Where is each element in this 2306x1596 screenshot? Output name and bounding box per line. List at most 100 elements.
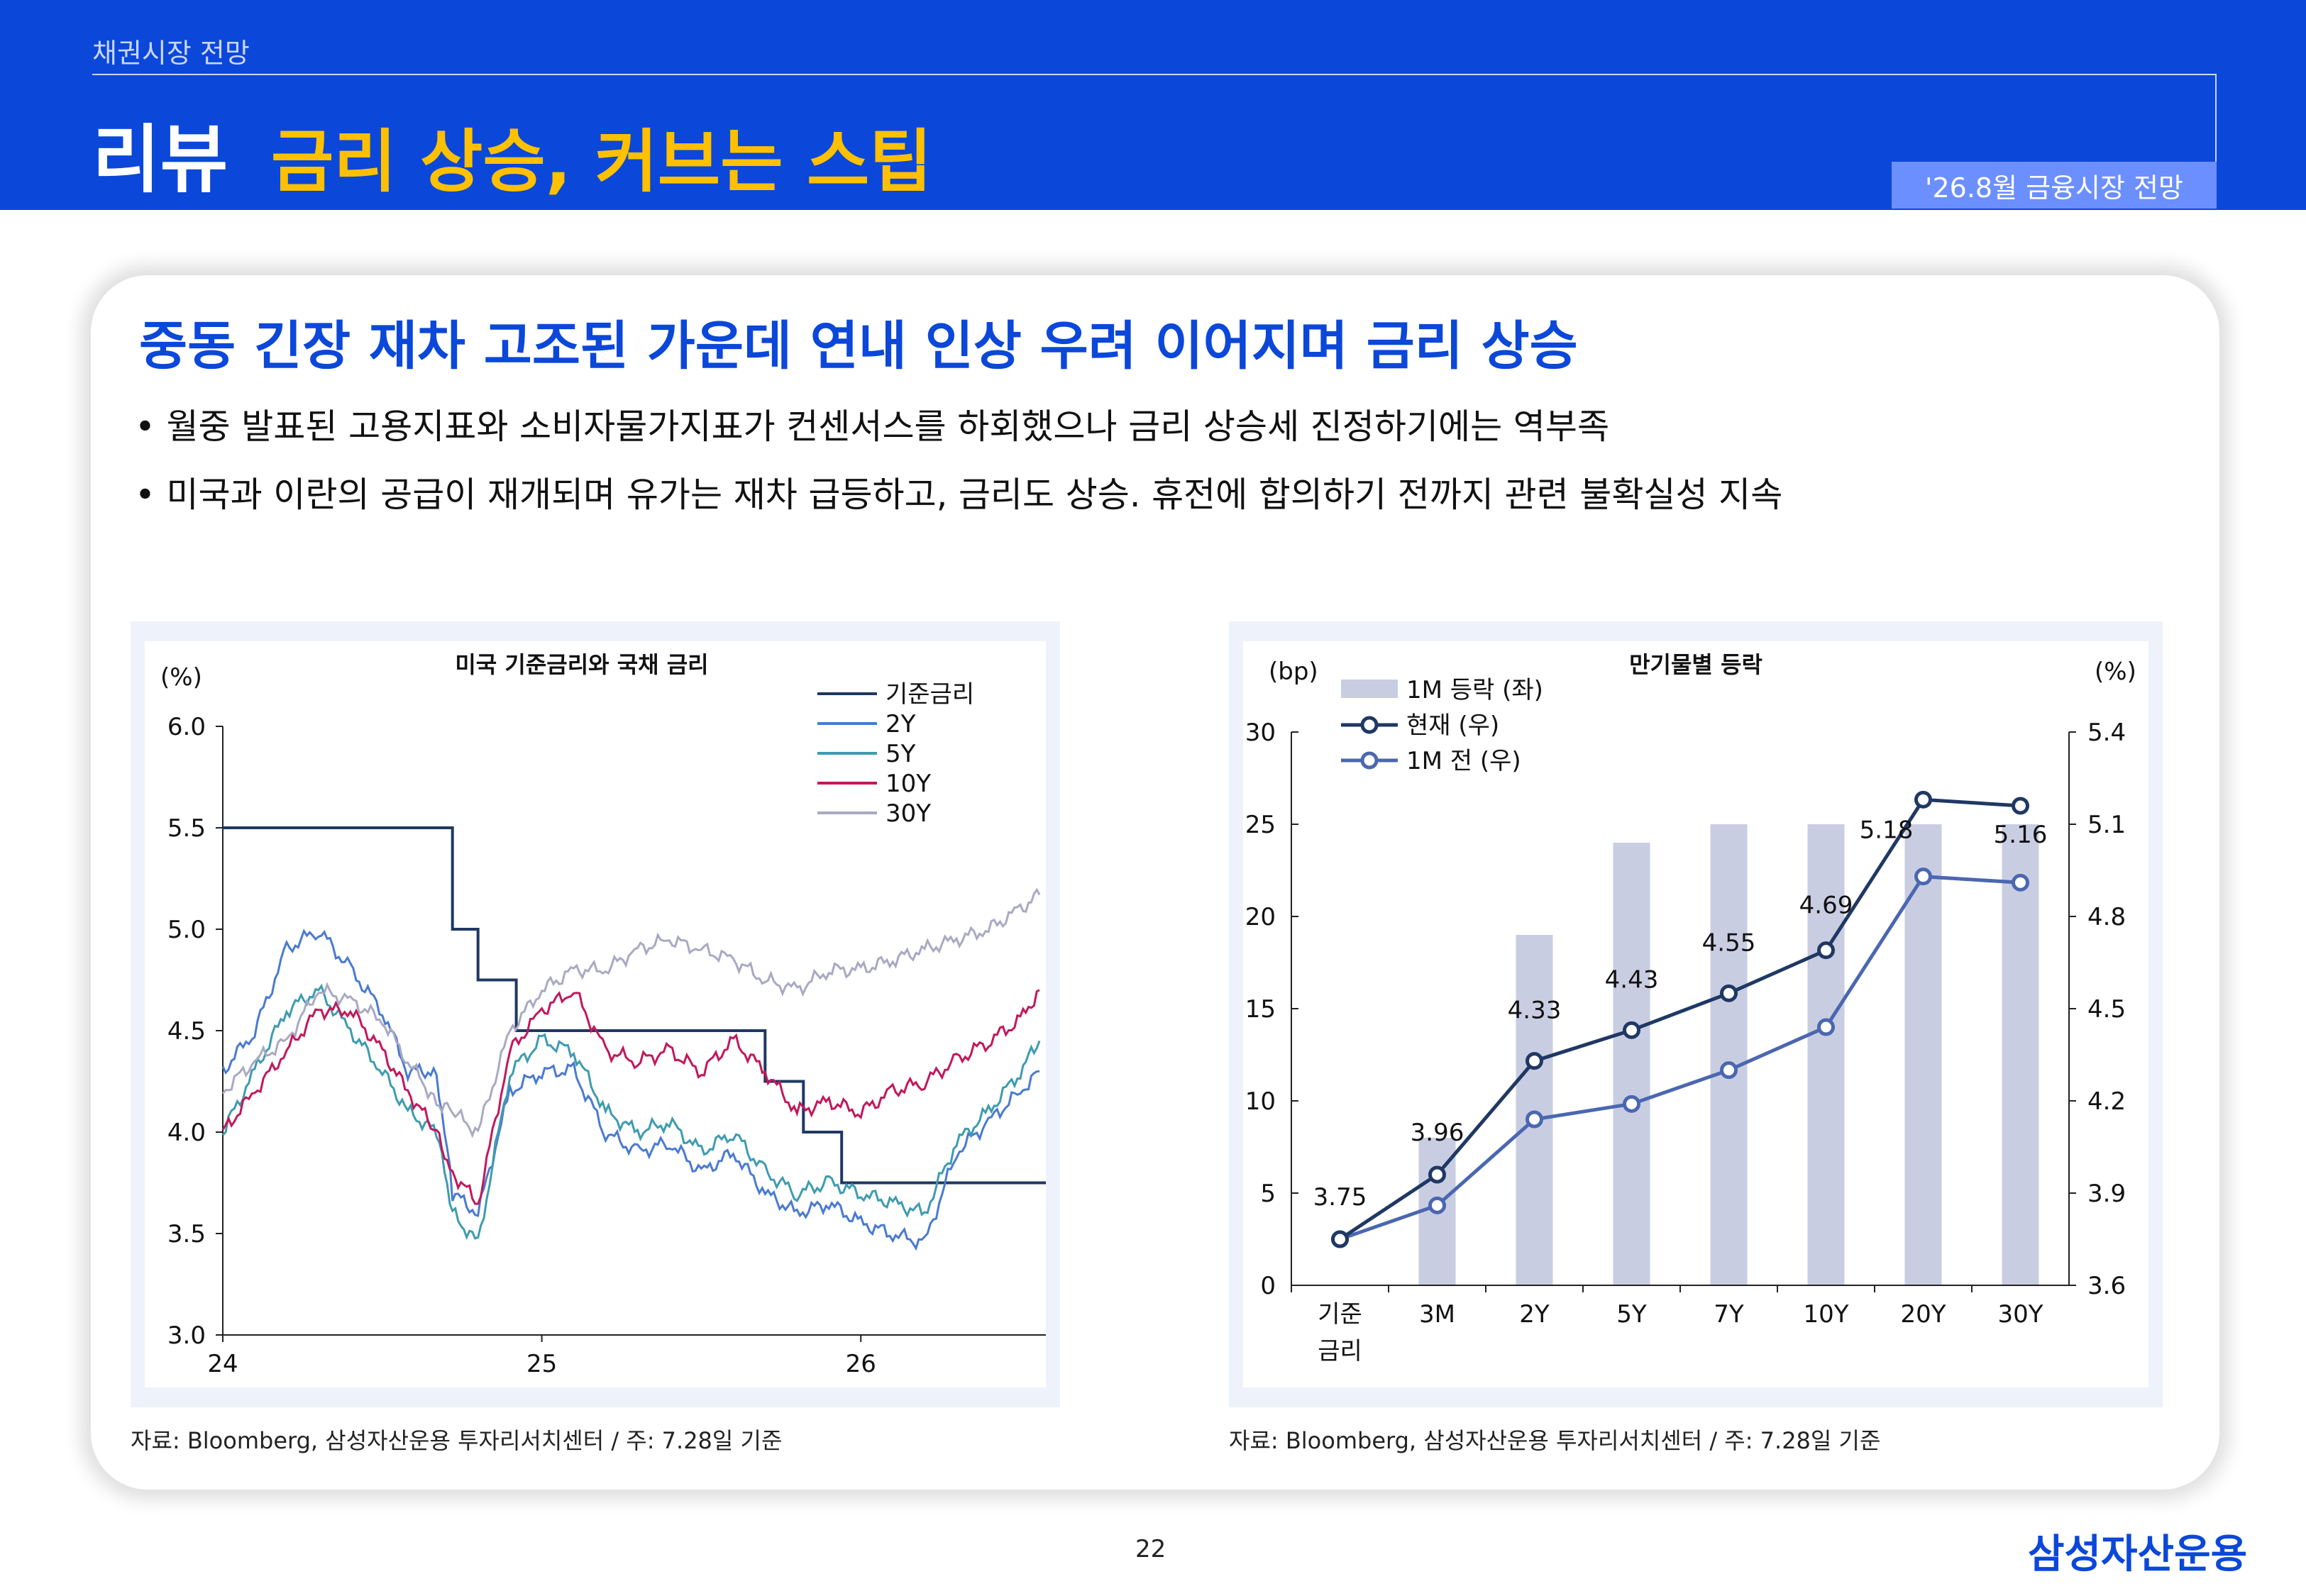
y-tick-label: 3.5 [167,1220,206,1248]
y-axis-label-left: (bp) [1269,658,1318,686]
legend-label: 30Y [886,799,931,828]
y-tick-label: 4.0 [167,1119,206,1147]
right-tick-label: 4.5 [2087,995,2126,1024]
right-tick-label: 4.2 [2087,1087,2126,1116]
rates-line-chart: 미국 기준금리와 국채 금리 (%) 6.0 5.5 5.0 4.5 4.0 3.5 3.0… [145,641,1046,1387]
bars [1418,824,2039,1285]
right-tick-label: 4.8 [2087,903,2126,931]
y-tick-label: 5.0 [167,916,206,944]
x-tick-label: 20Y [1900,1300,1946,1329]
data-label: 3.75 [1313,1183,1367,1212]
axes: 30 25 20 15 10 5 0 5.4 5.1 4.8 4.5 4.2 3.9 3.6 기준금리 3M 2… [1245,719,2126,1365]
x-tick-label: 5Y [1616,1300,1647,1329]
chart-title: 만기물별 등락 [1629,651,1762,678]
x-tick-label: 7Y [1714,1300,1744,1329]
x-tick-label: 25 [526,1350,557,1378]
left-tick-label: 20 [1245,903,1276,931]
y-axis-label-right: (%) [2095,658,2136,686]
data-point [1914,868,1932,886]
page-number: 22 [1135,1535,1166,1563]
y-tick-label: 6.0 [167,713,206,741]
data-point [2012,873,2029,892]
x-tick-label: 26 [846,1350,876,1378]
data-point [1623,1021,1640,1039]
maturity-change-chart: 만기물별 등락 (bp) (%) 30 25 20 15 10 5 0 5.4 5.1 4.8 4.… [1243,641,2148,1387]
x-tick-label: 10Y [1803,1300,1848,1329]
y-tick-label: 4.5 [167,1017,206,1046]
bar-7 [2002,824,2039,1285]
left-tick-label: 5 [1260,1180,1276,1208]
legend: 1M 등락 (좌) 현재 (우) 1M 전 (우) [1341,676,1543,775]
page-subtitle: 금리 상승, 커브는 스팁 [271,122,932,201]
data-label: 3.96 [1411,1119,1464,1147]
bar-4 [1710,824,1748,1285]
source-note-left: 자료: Bloomberg, 삼성자산운용 투자리서치센터 / 주: 7.28일… [131,1427,783,1454]
data-label: 4.33 [1508,997,1562,1025]
right-tick-label: 3.9 [2087,1180,2126,1208]
legend-label: 1M 전 (우) [1406,747,1521,775]
data-label: 5.16 [1994,821,2048,849]
header-divider-vertical [2215,74,2217,209]
source-note-right: 자료: Bloomberg, 삼성자산운용 투자리서치센터 / 주: 7.28일… [1229,1427,1881,1454]
data-label: 5.18 [1860,816,1914,844]
header-divider [92,74,2217,75]
series-lines: 3.75 3.96 4.33 4.43 4.55 4.69 5.18 5.16 [1313,790,2048,1248]
header-bar: 채권시장 전망 리뷰 금리 상승, 커브는 스팁 '26.8월 금융시장 전망 [0,0,2306,210]
left-tick-label: 0 [1260,1272,1276,1300]
legend-label: 5Y [886,740,916,768]
data-point [2012,797,2029,815]
data-label: 4.43 [1605,965,1659,994]
x-tick-label: 기준 [1318,1300,1362,1329]
y-axis-label: (%) [160,663,202,692]
bullet-point-1: • 월중 발표된 고용지표와 소비자물가지표가 컨센서스를 하회했으나 금리 상… [135,406,1610,447]
legend-label: 1M 등락 (좌) [1406,676,1543,704]
bar-3 [1613,843,1650,1285]
bullet-point-2: • 미국과 이란의 공급이 재개되며 유가는 재차 급등하고, 금리도 상승. … [135,475,1783,515]
data-point [1817,1018,1835,1036]
data-point [1623,1095,1640,1113]
legend-swatch [1341,680,1398,698]
chart-plot-background [145,641,1046,1387]
data-label: 4.55 [1702,929,1756,957]
data-point [1526,1052,1543,1070]
bar-2 [1516,935,1553,1285]
series-line-1M 전 (우) [1339,875,2021,1241]
series-line-5Y [221,983,1041,1241]
chart-plot-background [1243,641,2148,1387]
x-tick-label: 3M [1419,1300,1455,1329]
right-tick-label: 5.1 [2087,811,2126,839]
legend-marker [1360,751,1379,770]
data-point [1720,1061,1738,1080]
series-line-30Y [221,887,1041,1138]
legend-label: 10Y [886,770,931,798]
x-tick-label: 2Y [1519,1300,1550,1329]
bar-5 [1807,824,1845,1285]
data-label: 4.69 [1799,892,1853,920]
date-badge: '26.8월 금융시장 전망 [1892,162,2217,209]
right-tick-label: 3.6 [2087,1272,2126,1300]
data-point [1331,1230,1349,1248]
left-tick-label: 15 [1245,995,1276,1024]
headline: 중동 긴장 재차 고조된 가운데 연내 인상 우려 이어지며 금리 상승 [139,316,1578,377]
left-tick-label: 30 [1245,719,1276,747]
breadcrumb: 채권시장 전망 [92,38,250,69]
series-line-기준금리 [223,826,1046,1185]
left-tick-label: 25 [1245,811,1276,839]
company-logo: 삼성자산운용 [2028,1531,2248,1578]
data-point [1817,941,1835,960]
y-tick-label: 3.0 [167,1321,206,1350]
legend-label: 2Y [886,710,916,738]
legend-label: 기준금리 [886,680,974,709]
series-lines [221,826,1046,1251]
page-title: 리뷰 [92,116,228,203]
data-point [1720,984,1738,1002]
series-line-현재 (우) [1339,797,2021,1241]
axes: 6.0 5.5 5.0 4.5 4.0 3.5 3.024 25 26 [167,713,1046,1378]
left-tick-label: 10 [1245,1087,1276,1116]
bar-6 [1904,824,1942,1285]
data-point [1428,1196,1446,1214]
right-tick-label: 5.4 [2087,719,2126,747]
legend-marker [1360,716,1379,734]
right-chart-panel: 만기물별 등락 (bp) (%) 30 25 20 15 10 5 0 5.4 5.1 4.8 4.… [1229,621,2163,1407]
